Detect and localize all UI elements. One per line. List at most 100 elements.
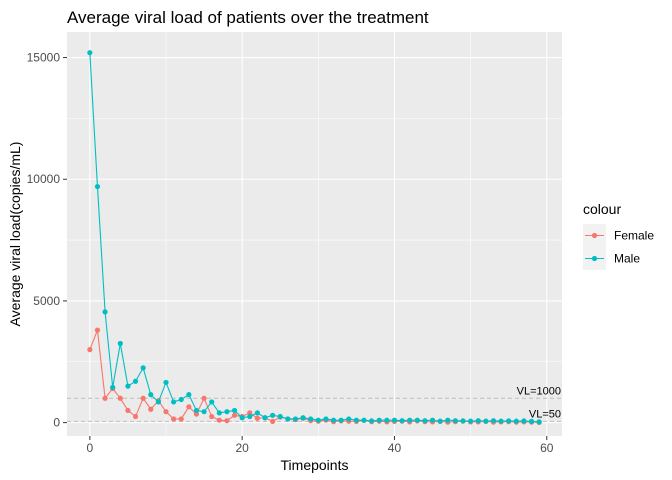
data-point bbox=[110, 384, 116, 390]
y-tick-label: 10000 bbox=[27, 172, 61, 186]
data-point bbox=[216, 410, 222, 416]
data-point bbox=[125, 407, 131, 414]
x-axis-title: Timepoints bbox=[281, 457, 349, 473]
legend-item-male: Male bbox=[583, 247, 640, 270]
data-point bbox=[201, 409, 207, 415]
data-point bbox=[369, 418, 375, 424]
data-point bbox=[262, 415, 268, 421]
data-point bbox=[490, 418, 497, 424]
data-point bbox=[247, 413, 253, 420]
data-point bbox=[132, 378, 139, 384]
data-point bbox=[178, 416, 184, 422]
data-point bbox=[102, 395, 108, 401]
data-point bbox=[308, 416, 314, 422]
data-point bbox=[171, 399, 177, 405]
data-point bbox=[468, 418, 474, 424]
data-point bbox=[361, 417, 367, 423]
reference-line-label: VL=50 bbox=[529, 408, 561, 420]
data-point bbox=[353, 417, 359, 423]
legend-key-point bbox=[591, 232, 598, 239]
data-point bbox=[323, 416, 329, 422]
data-point bbox=[254, 415, 260, 421]
data-point bbox=[239, 415, 245, 421]
x-axis: 0 20 40 60 bbox=[87, 436, 554, 455]
data-point bbox=[399, 418, 405, 424]
data-point bbox=[376, 417, 382, 423]
data-point bbox=[445, 417, 451, 423]
data-point bbox=[254, 410, 260, 416]
data-point bbox=[193, 411, 200, 417]
data-point bbox=[330, 417, 337, 423]
y-tick-label: 0 bbox=[53, 416, 60, 430]
data-point bbox=[338, 417, 344, 423]
data-point bbox=[528, 418, 535, 424]
data-point bbox=[209, 399, 215, 405]
reference-line-label: VL=1000 bbox=[517, 385, 561, 397]
data-point bbox=[155, 399, 161, 405]
data-point bbox=[201, 395, 207, 401]
data-point bbox=[521, 418, 527, 424]
legend-label: Female bbox=[614, 229, 654, 243]
series-male bbox=[87, 50, 542, 425]
data-point bbox=[224, 418, 230, 424]
data-point bbox=[102, 309, 108, 315]
x-tick-label: 0 bbox=[87, 441, 94, 455]
data-point bbox=[178, 396, 184, 403]
y-tick-label: 5000 bbox=[33, 294, 60, 308]
data-point bbox=[422, 418, 428, 424]
legend-key-point bbox=[591, 255, 598, 262]
data-point bbox=[270, 412, 276, 418]
data-point bbox=[186, 404, 192, 410]
data-point bbox=[285, 416, 291, 422]
data-point bbox=[536, 419, 542, 425]
data-point bbox=[270, 418, 276, 424]
data-point bbox=[87, 347, 93, 353]
plot-panel bbox=[67, 32, 562, 436]
data-point bbox=[193, 407, 200, 414]
data-point bbox=[498, 418, 504, 424]
data-point bbox=[315, 417, 321, 423]
data-point bbox=[216, 417, 222, 423]
data-point bbox=[414, 417, 420, 423]
data-point bbox=[87, 50, 93, 56]
data-point bbox=[506, 418, 512, 424]
data-point bbox=[292, 416, 299, 422]
data-point bbox=[437, 418, 443, 424]
y-axis: 0 5000 10000 15000 bbox=[27, 51, 67, 430]
x-tick-label: 20 bbox=[235, 441, 249, 455]
series-layer bbox=[87, 50, 542, 425]
data-point bbox=[247, 410, 253, 416]
data-point bbox=[148, 406, 154, 412]
legend: colour Female Male bbox=[583, 201, 654, 270]
data-point bbox=[94, 327, 101, 333]
data-point bbox=[475, 418, 481, 424]
data-point bbox=[231, 412, 238, 418]
legend-title: colour bbox=[583, 201, 621, 217]
data-point bbox=[117, 395, 123, 401]
data-point bbox=[391, 417, 398, 423]
data-point bbox=[117, 340, 123, 347]
data-point bbox=[132, 413, 139, 420]
legend-item-female: Female bbox=[583, 224, 654, 247]
data-point bbox=[277, 413, 283, 420]
data-point bbox=[384, 417, 390, 423]
data-point bbox=[186, 392, 192, 398]
data-point bbox=[125, 383, 131, 389]
grid bbox=[67, 32, 562, 436]
data-point bbox=[300, 415, 306, 421]
data-point bbox=[452, 418, 458, 424]
data-point bbox=[140, 395, 146, 401]
data-point bbox=[163, 409, 169, 415]
data-point bbox=[224, 409, 230, 415]
data-point bbox=[94, 183, 101, 190]
data-point bbox=[140, 365, 146, 371]
y-tick-label: 15000 bbox=[27, 51, 61, 65]
data-point bbox=[231, 407, 238, 414]
data-point bbox=[148, 392, 154, 398]
x-tick-label: 40 bbox=[388, 441, 402, 455]
data-point bbox=[407, 417, 413, 423]
data-point bbox=[346, 416, 352, 422]
data-point bbox=[483, 418, 489, 424]
y-axis-title: Average viral load(copies/mL) bbox=[7, 142, 23, 327]
